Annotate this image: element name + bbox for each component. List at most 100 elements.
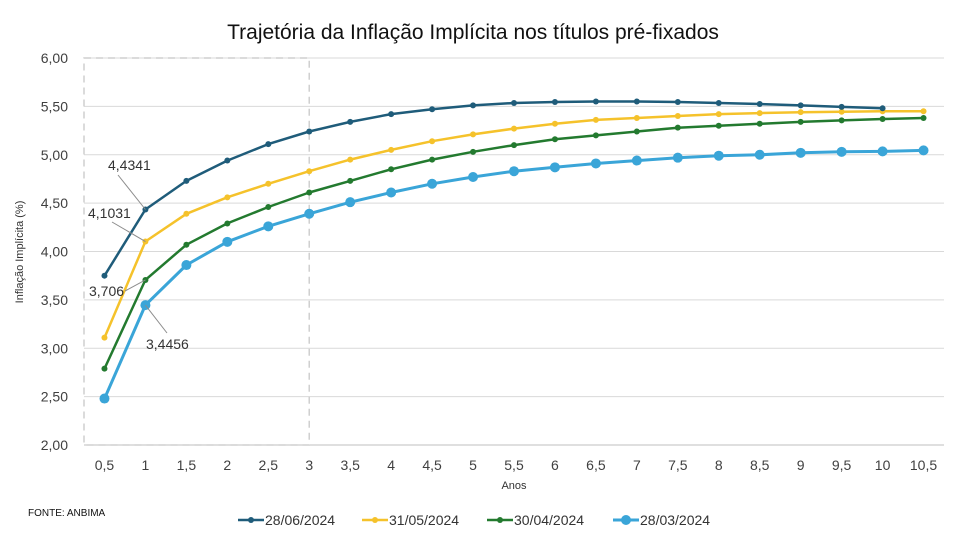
data-point	[429, 138, 436, 145]
data-point	[183, 241, 190, 248]
x-tick-label: 7,5	[668, 457, 688, 473]
data-point	[470, 148, 477, 155]
data-point	[101, 272, 108, 279]
legend-swatch-marker	[372, 517, 378, 523]
y-tick-label: 4,50	[41, 195, 68, 211]
y-tick-label: 2,00	[41, 437, 68, 453]
x-tick-label: 9	[797, 457, 805, 473]
data-point	[224, 194, 231, 201]
y-tick-label: 2,50	[41, 389, 68, 405]
data-point	[920, 108, 927, 115]
data-point	[99, 393, 110, 404]
annotation-leader	[111, 221, 146, 242]
series-line	[103, 100, 883, 277]
series-28/06/2024	[101, 98, 886, 279]
data-point	[836, 146, 847, 157]
data-point	[797, 118, 804, 125]
x-tick-label: 3	[305, 457, 313, 473]
annotation-label: 3,706	[89, 283, 124, 299]
legend-swatch-marker	[497, 517, 503, 523]
data-point	[797, 109, 804, 116]
data-point	[181, 260, 192, 271]
data-point	[674, 99, 681, 106]
x-tick-label: 3,5	[340, 457, 360, 473]
data-point	[715, 111, 722, 118]
y-tick-label: 3,50	[41, 292, 68, 308]
data-point	[592, 132, 599, 139]
legend: 28/06/2024 31/05/2024 30/04/2024 28/03/2024	[238, 512, 710, 528]
data-point	[388, 146, 395, 153]
data-point	[347, 118, 354, 125]
series-28/03/2024	[99, 145, 929, 404]
annotation-leader	[145, 304, 168, 334]
x-tick-label: 0,5	[95, 457, 115, 473]
data-point	[549, 162, 560, 173]
annotation-label: 4,1031	[88, 205, 131, 221]
data-point	[838, 108, 845, 115]
x-tick-label: 4,5	[422, 457, 442, 473]
data-point	[797, 102, 804, 109]
data-point	[263, 221, 274, 232]
data-point	[633, 114, 640, 121]
x-tick-label: 4	[387, 457, 395, 473]
legend-label: 28/03/2024	[640, 512, 710, 528]
data-point	[592, 116, 599, 123]
y-tick-label: 6,00	[41, 50, 68, 66]
gridlines	[84, 57, 944, 446]
y-axis-label: Inflação Implícita (%)	[14, 201, 26, 304]
legend-item: 30/04/2024	[487, 512, 584, 528]
legend-label: 31/05/2024	[389, 512, 459, 528]
data-point	[674, 124, 681, 131]
data-point	[511, 142, 517, 149]
x-tick-label: 8	[715, 457, 723, 473]
data-point	[306, 189, 313, 196]
data-point	[715, 99, 722, 106]
x-axis-ticks: 0,5 1 1,5 2 2,5 3 3,5 4 4,5 5 5,5 6 6,5 7 7,5 8 8,5 9 9,5 1…	[95, 457, 938, 473]
x-tick-label: 5,5	[504, 457, 524, 473]
data-point	[101, 365, 108, 372]
y-tick-label: 4,00	[41, 244, 68, 260]
data-point	[631, 155, 642, 166]
data-point	[388, 166, 395, 173]
x-tick-label: 6	[551, 457, 559, 473]
data-point	[756, 100, 763, 107]
data-point	[511, 125, 517, 132]
annotation-leader	[124, 279, 146, 292]
annotation-label: 3,4456	[146, 336, 189, 352]
legend-label: 28/06/2024	[265, 512, 335, 528]
legend-swatch-marker	[248, 517, 254, 523]
data-point	[674, 113, 681, 120]
x-tick-label: 7	[633, 457, 641, 473]
highlight-rect	[83, 57, 310, 446]
source-note: FONTE: ANBIMA	[28, 508, 106, 519]
legend-item: 28/03/2024	[613, 512, 710, 528]
data-point	[715, 122, 722, 129]
series-30/04/2024	[101, 114, 927, 372]
y-tick-label: 5,00	[41, 147, 68, 163]
data-point	[551, 136, 558, 143]
data-point	[429, 156, 436, 163]
legend-item: 28/06/2024	[238, 512, 335, 528]
data-point	[511, 99, 517, 106]
data-point	[879, 105, 886, 112]
data-point	[427, 178, 438, 189]
data-point	[101, 334, 108, 341]
data-point	[551, 99, 558, 106]
data-point	[633, 128, 640, 135]
data-point	[265, 141, 272, 148]
x-tick-label: 2,5	[259, 457, 279, 473]
x-tick-label: 2	[223, 457, 231, 473]
data-point	[918, 145, 929, 156]
series-31/05/2024	[101, 108, 927, 341]
x-tick-label: 8,5	[750, 457, 770, 473]
x-tick-label: 10	[875, 457, 891, 473]
data-point	[877, 146, 888, 157]
data-point	[347, 177, 354, 184]
data-point	[920, 114, 927, 121]
data-point	[183, 210, 190, 217]
data-point	[470, 131, 477, 138]
x-tick-label: 5	[469, 457, 477, 473]
data-point	[838, 103, 845, 110]
data-point	[756, 120, 763, 127]
